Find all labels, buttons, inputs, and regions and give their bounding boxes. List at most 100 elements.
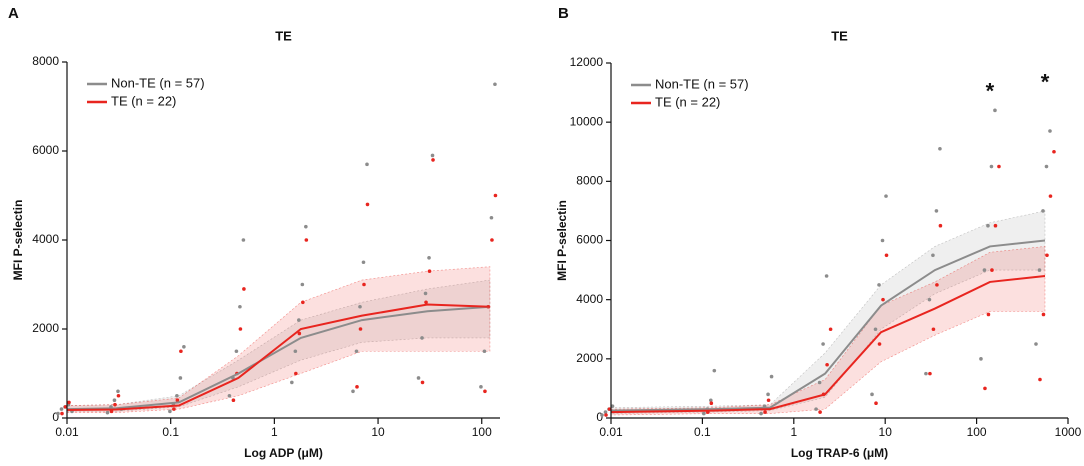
data-point [821, 342, 825, 346]
y-tick-label: 2000 [32, 321, 59, 335]
data-point [297, 331, 302, 336]
data-point [763, 410, 767, 414]
mean-line [66, 303, 490, 411]
data-point [300, 282, 305, 287]
legend-label: Non-TE (n = 57) [655, 76, 749, 91]
data-point [105, 410, 110, 415]
data-point [238, 327, 243, 331]
data-point [355, 385, 359, 389]
y-tick-label: 10000 [570, 114, 604, 128]
data-point [877, 283, 881, 287]
data-point [993, 223, 998, 228]
data-point [766, 392, 770, 397]
x-axis-label: Log TRAP-6 (μM) [791, 446, 888, 460]
data-point [238, 304, 242, 309]
data-point [931, 253, 935, 258]
panel-label: B [558, 5, 569, 22]
data-point [759, 411, 763, 416]
data-point [293, 349, 298, 354]
data-point [1045, 253, 1049, 258]
data-point [702, 411, 706, 416]
data-point [938, 223, 943, 228]
x-tick-label: 0.01 [55, 425, 79, 439]
data-point [416, 376, 421, 380]
data-point [709, 401, 714, 406]
data-point [934, 209, 939, 213]
y-tick-label: 12000 [570, 55, 604, 69]
data-point [927, 297, 932, 302]
data-point [489, 215, 494, 220]
mean-line [66, 305, 491, 411]
data-point [870, 392, 874, 397]
data-point [982, 268, 987, 272]
panel: B TE Log TRAP-6 (μM) MFI P-selectin 0 2000 400… [555, 5, 1081, 460]
data-point [986, 223, 990, 228]
data-point [884, 194, 888, 198]
data-point [482, 349, 487, 354]
data-point [365, 162, 369, 167]
data-point [431, 158, 435, 162]
data-point [993, 108, 997, 113]
data-point [483, 389, 487, 394]
data-point [294, 371, 298, 376]
y-tick-label: 8000 [576, 174, 603, 188]
x-tick-label: 1000 [1055, 425, 1082, 439]
data-point [928, 371, 932, 376]
y-axis-label: MFI P-selectin [555, 200, 569, 281]
x-tick-label: 0.01 [599, 425, 623, 439]
data-point [175, 398, 180, 403]
confidence-band [66, 266, 491, 413]
data-point [1034, 342, 1038, 346]
data-point [1048, 129, 1052, 133]
data-point [490, 238, 494, 242]
data-point [427, 269, 432, 273]
chart-title: TE [275, 28, 292, 43]
data-point [493, 82, 497, 87]
data-point [172, 407, 176, 411]
data-point [1044, 164, 1049, 169]
data-point [990, 268, 994, 272]
data-point [420, 380, 425, 385]
data-point [178, 376, 183, 380]
data-point [769, 374, 774, 379]
data-point [297, 318, 301, 322]
x-tick-label: 100 [472, 425, 492, 439]
data-point [603, 410, 608, 414]
data-point [424, 300, 428, 305]
data-point [600, 413, 604, 417]
y-tick-label: 0 [596, 410, 603, 424]
annotation: * [986, 78, 995, 103]
data-point [824, 274, 829, 278]
y-tick-label: 0 [52, 410, 59, 424]
data-point [234, 349, 239, 354]
data-point [241, 238, 246, 242]
data-point [924, 371, 928, 376]
data-point [56, 411, 60, 416]
data-point [881, 297, 885, 302]
data-point [67, 400, 71, 405]
data-point [1037, 268, 1042, 272]
data-point [242, 287, 246, 291]
y-tick-label: 4000 [32, 232, 59, 246]
data-point [175, 393, 179, 398]
data-point [361, 260, 366, 265]
data-point [493, 193, 498, 198]
data-point [604, 413, 608, 417]
legend-label: TE (n = 22) [111, 93, 176, 108]
legend-label: TE (n = 22) [655, 94, 720, 109]
data-point [358, 327, 363, 331]
data-point [712, 368, 717, 373]
y-tick-label: 4000 [576, 292, 603, 306]
data-point [814, 407, 818, 411]
x-tick-label: 10 [371, 425, 385, 439]
data-point [231, 398, 236, 403]
data-point [354, 349, 359, 354]
data-point [116, 389, 120, 394]
x-tick-label: 10 [879, 425, 893, 439]
data-point [979, 357, 983, 361]
mean-line [610, 239, 1046, 412]
data-point [116, 393, 121, 398]
data-point [365, 202, 370, 207]
data-point [877, 342, 882, 346]
data-point [304, 238, 309, 242]
